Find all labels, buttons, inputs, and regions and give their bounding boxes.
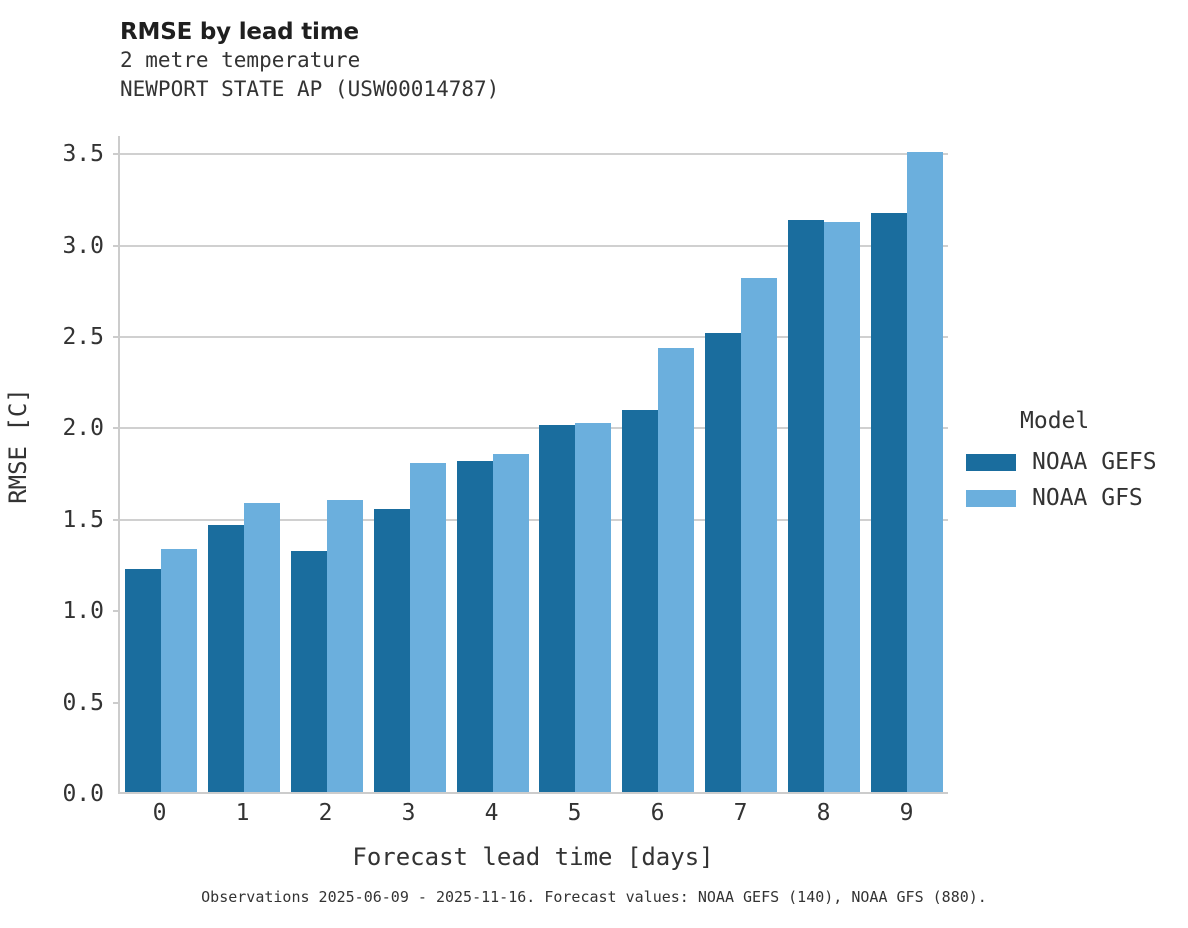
y-axis-tick-label: 2.0 (62, 415, 104, 442)
bar[interactable] (125, 569, 162, 792)
bar[interactable] (373, 508, 410, 792)
bar-group (865, 136, 948, 792)
bar[interactable] (870, 212, 907, 792)
bar[interactable] (161, 548, 198, 792)
chart-title: RMSE by lead time (120, 19, 359, 45)
x-axis-tick-label: 9 (899, 800, 914, 826)
gridline (120, 153, 948, 156)
gridline (120, 427, 948, 430)
title-block: RMSE by lead time 2 metre temperature NE… (120, 18, 940, 104)
y-axis-tick-label: 0.5 (62, 689, 104, 716)
footer-note: Observations 2025-06-09 - 2025-11-16. Fo… (201, 888, 987, 906)
gridline (120, 518, 948, 521)
y-axis-tickmark (113, 518, 120, 521)
bar-groups (120, 136, 948, 792)
bar[interactable] (575, 422, 612, 792)
bar-group (451, 136, 534, 792)
gridline (120, 336, 948, 339)
bar[interactable] (704, 333, 741, 792)
y-axis-tickmark (113, 244, 120, 247)
legend-item[interactable]: NOAA GFS (966, 482, 1186, 514)
bar-group (782, 136, 865, 792)
y-axis-tick-label: 3.0 (62, 232, 104, 259)
bar[interactable] (823, 221, 860, 792)
x-axis-tick-label: 3 (401, 800, 416, 826)
bar[interactable] (539, 424, 576, 792)
y-axis-tickmark (113, 336, 120, 339)
bar-group (368, 136, 451, 792)
x-axis-tick-label: 7 (733, 800, 748, 826)
y-axis-tick-label: 0.0 (62, 781, 104, 807)
bar-group (203, 136, 286, 792)
y-axis-tick-label: 1.0 (62, 598, 104, 625)
bar[interactable] (787, 219, 824, 792)
legend-swatch (966, 453, 1016, 471)
x-axis-tick-label: 8 (816, 800, 831, 826)
bar[interactable] (290, 550, 327, 792)
y-axis-tickmark (113, 153, 120, 156)
bar-group (120, 136, 203, 792)
x-axis-tick-label: 4 (484, 800, 499, 826)
legend-swatch (966, 489, 1016, 507)
y-axis-tick-label: 2.5 (62, 324, 104, 351)
y-axis-tickmark (113, 701, 120, 704)
legend-title: Model (1020, 408, 1090, 434)
bar[interactable] (409, 463, 446, 792)
x-axis-label: Forecast lead time [days] (352, 843, 714, 871)
legend: Model NOAA GEFS NOAA GFS (966, 408, 1186, 518)
bar[interactable] (326, 499, 363, 792)
x-axis-tick-label: 5 (567, 800, 582, 826)
plot-area (113, 136, 948, 794)
gridline (120, 244, 948, 247)
gridlines (113, 136, 948, 792)
y-axis-tickmark (113, 427, 120, 430)
bar[interactable] (658, 347, 695, 792)
x-axis-ticks: 0 1 2 3 4 5 6 7 8 9 (118, 800, 948, 836)
x-axis-tick-label: 2 (318, 800, 333, 826)
x-axis-tick-label: 0 (152, 800, 167, 826)
legend-entries: NOAA GEFS NOAA GFS (966, 446, 1186, 514)
bar[interactable] (740, 278, 777, 792)
legend-item[interactable]: NOAA GEFS (966, 446, 1186, 478)
y-axis-tickmark (113, 610, 120, 613)
bar[interactable] (244, 503, 281, 792)
chart-subtitle-station: NEWPORT STATE AP (USW00014787) (120, 77, 500, 101)
legend-label: NOAA GFS (1032, 485, 1143, 511)
bar[interactable] (622, 410, 659, 792)
bar[interactable] (208, 525, 245, 792)
x-axis-tick-label: 1 (235, 800, 250, 826)
bar-group (286, 136, 369, 792)
y-axis-ticks: 3.5 3.0 2.5 2.0 1.5 1.0 0.5 0.0 (0, 136, 104, 807)
y-axis-tick-label: 3.5 (62, 141, 104, 168)
bar[interactable] (492, 453, 529, 792)
y-axis-tick-label: 1.5 (62, 506, 104, 533)
bar-group (700, 136, 783, 792)
x-axis-tick-label: 6 (650, 800, 665, 826)
bar-group (617, 136, 700, 792)
bar-group (534, 136, 617, 792)
chart-subtitle-variable: 2 metre temperature (120, 48, 361, 72)
bar[interactable] (906, 152, 943, 792)
legend-label: NOAA GEFS (1032, 449, 1157, 475)
bar[interactable] (456, 461, 493, 792)
